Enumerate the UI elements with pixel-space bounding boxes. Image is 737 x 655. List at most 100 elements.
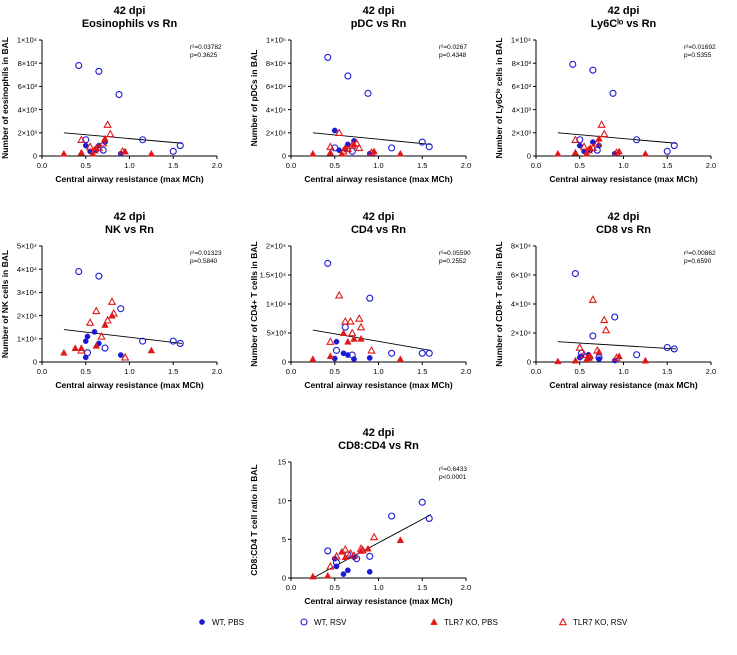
data-point-tlr7-rsv bbox=[326, 142, 335, 150]
data-point-tlr7-rsv bbox=[356, 322, 366, 331]
y-tick-label: 6×10³ bbox=[18, 82, 38, 91]
y-tick-label: 0 bbox=[527, 358, 531, 367]
chart-title-line1: 42 dpi bbox=[363, 5, 395, 17]
data-point-wt-rsv bbox=[324, 53, 332, 61]
data-point-tlr7-pbs bbox=[396, 355, 405, 362]
data-point-wt-rsv bbox=[364, 89, 372, 97]
r-squared-label: r²=0.00862 bbox=[684, 250, 716, 257]
x-tick-label: 1.5 bbox=[417, 583, 427, 592]
x-tick-label: 0.5 bbox=[81, 367, 91, 376]
data-point-wt-rsv bbox=[331, 144, 339, 152]
data-point-tlr7-rsv bbox=[369, 532, 379, 541]
x-tick-label: 0.0 bbox=[286, 161, 296, 170]
data-point-wt-rsv bbox=[332, 346, 341, 354]
x-axis-label: Central airway resistance (max MCh) bbox=[304, 596, 453, 606]
data-point-tlr7-rsv bbox=[355, 314, 364, 322]
data-point-tlr7-rsv bbox=[367, 345, 376, 354]
data-point-tlr7-pbs bbox=[396, 149, 405, 157]
data-point-wt-rsv bbox=[633, 136, 641, 144]
data-point-tlr7-rsv bbox=[120, 352, 130, 361]
data-point-tlr7-pbs bbox=[571, 356, 580, 364]
data-point-tlr7-rsv bbox=[103, 120, 112, 128]
x-tick-label: 0.5 bbox=[330, 583, 340, 592]
data-point-tlr7-rsv bbox=[579, 350, 589, 358]
x-tick-label: 1.0 bbox=[373, 367, 383, 376]
data-point-tlr7-rsv bbox=[355, 143, 364, 152]
data-point-wt-rsv bbox=[101, 344, 109, 352]
y-tick-label: 6×10³ bbox=[512, 82, 532, 91]
data-point-tlr7-pbs bbox=[101, 321, 109, 328]
data-point-tlr7-rsv bbox=[600, 315, 609, 324]
r-squared-label: r²=0.01323 bbox=[190, 250, 222, 257]
legend-label: WT, PBS bbox=[212, 618, 244, 627]
regression-line bbox=[312, 514, 432, 579]
y-axis-label: Number of eosinophils in BAL bbox=[0, 37, 10, 159]
data-point-tlr7-pbs bbox=[309, 572, 317, 580]
data-point-wt-rsv bbox=[176, 339, 184, 347]
data-point-tlr7-pbs bbox=[641, 149, 650, 157]
chart-title-line1: 42 dpi bbox=[114, 5, 146, 17]
data-point-tlr7-rsv bbox=[341, 316, 350, 325]
data-point-wt-rsv bbox=[609, 89, 617, 97]
x-tick-label: 2.0 bbox=[706, 367, 716, 376]
r-squared-label: r²=0.01692 bbox=[684, 44, 716, 51]
data-point-wt-rsv bbox=[117, 305, 125, 313]
x-axis-label: Central airway resistance (max MCh) bbox=[549, 174, 698, 184]
data-point-wt-rsv bbox=[95, 272, 103, 280]
data-point-tlr7-rsv bbox=[597, 120, 606, 128]
data-point-tlr7-rsv bbox=[77, 135, 86, 143]
data-point-tlr7-rsv bbox=[612, 353, 621, 361]
data-point-wt-pbs bbox=[366, 568, 373, 575]
x-tick-label: 1.5 bbox=[417, 367, 427, 376]
x-tick-label: 1.5 bbox=[168, 161, 178, 170]
y-tick-label: 10 bbox=[278, 496, 286, 505]
y-axis-label: CD8:CD4 T cell ratio in BAL bbox=[249, 464, 259, 575]
data-point-wt-rsv bbox=[571, 269, 579, 278]
data-point-tlr7-rsv bbox=[118, 146, 127, 155]
data-point-tlr7-rsv bbox=[341, 544, 350, 553]
data-point-tlr7-rsv bbox=[107, 297, 117, 305]
data-point-tlr7-rsv bbox=[94, 143, 104, 152]
data-point-wt-rsv bbox=[388, 512, 396, 520]
data-point-tlr7-rsv bbox=[356, 544, 366, 552]
data-point-tlr7-rsv bbox=[588, 295, 598, 303]
data-point-wt-rsv bbox=[344, 72, 352, 80]
p-value-label: p=0.4348 bbox=[439, 52, 467, 59]
x-tick-label: 1.0 bbox=[373, 583, 383, 592]
data-point-tlr7-rsv bbox=[97, 332, 106, 340]
x-tick-label: 1.5 bbox=[662, 161, 672, 170]
data-point-tlr7-pbs bbox=[92, 341, 100, 349]
data-point-wt-rsv bbox=[324, 547, 332, 555]
data-point-wt-rsv bbox=[139, 136, 147, 144]
x-tick-label: 0.5 bbox=[330, 161, 340, 170]
y-tick-label: 3×10⁴ bbox=[17, 288, 37, 297]
y-tick-label: 1.5×10⁴ bbox=[260, 271, 286, 280]
data-point-tlr7-rsv bbox=[346, 548, 355, 557]
y-tick-label: 5×10⁴ bbox=[17, 242, 37, 251]
y-tick-label: 4×10⁴ bbox=[17, 265, 37, 274]
data-point-wt-rsv bbox=[75, 61, 83, 70]
data-point-tlr7-rsv bbox=[85, 318, 95, 326]
data-point-wt-rsv bbox=[589, 66, 597, 74]
y-tick-label: 0 bbox=[33, 358, 37, 367]
data-point-tlr7-pbs bbox=[326, 352, 335, 360]
data-point-tlr7-rsv bbox=[109, 308, 118, 317]
data-point-tlr7-rsv bbox=[593, 138, 602, 147]
r-squared-label: r²=0.6433 bbox=[439, 466, 467, 473]
y-tick-label: 5×10³ bbox=[267, 329, 287, 338]
data-point-tlr7-rsv bbox=[367, 148, 376, 156]
x-tick-label: 0.5 bbox=[575, 161, 585, 170]
y-axis-label: Number of pDCs in BAL bbox=[249, 50, 259, 147]
x-tick-label: 1.5 bbox=[168, 367, 178, 376]
x-tick-label: 0.0 bbox=[37, 161, 47, 170]
regression-line bbox=[63, 329, 183, 344]
data-point-tlr7-rsv bbox=[600, 129, 609, 138]
y-tick-label: 2×10⁴ bbox=[511, 329, 531, 338]
data-point-tlr7-pbs bbox=[396, 536, 405, 543]
chart-title-line2: pDC vs Rn bbox=[351, 18, 407, 30]
y-axis-label: Number of Ly6Cˡᵒ cells in BAL bbox=[494, 37, 504, 158]
